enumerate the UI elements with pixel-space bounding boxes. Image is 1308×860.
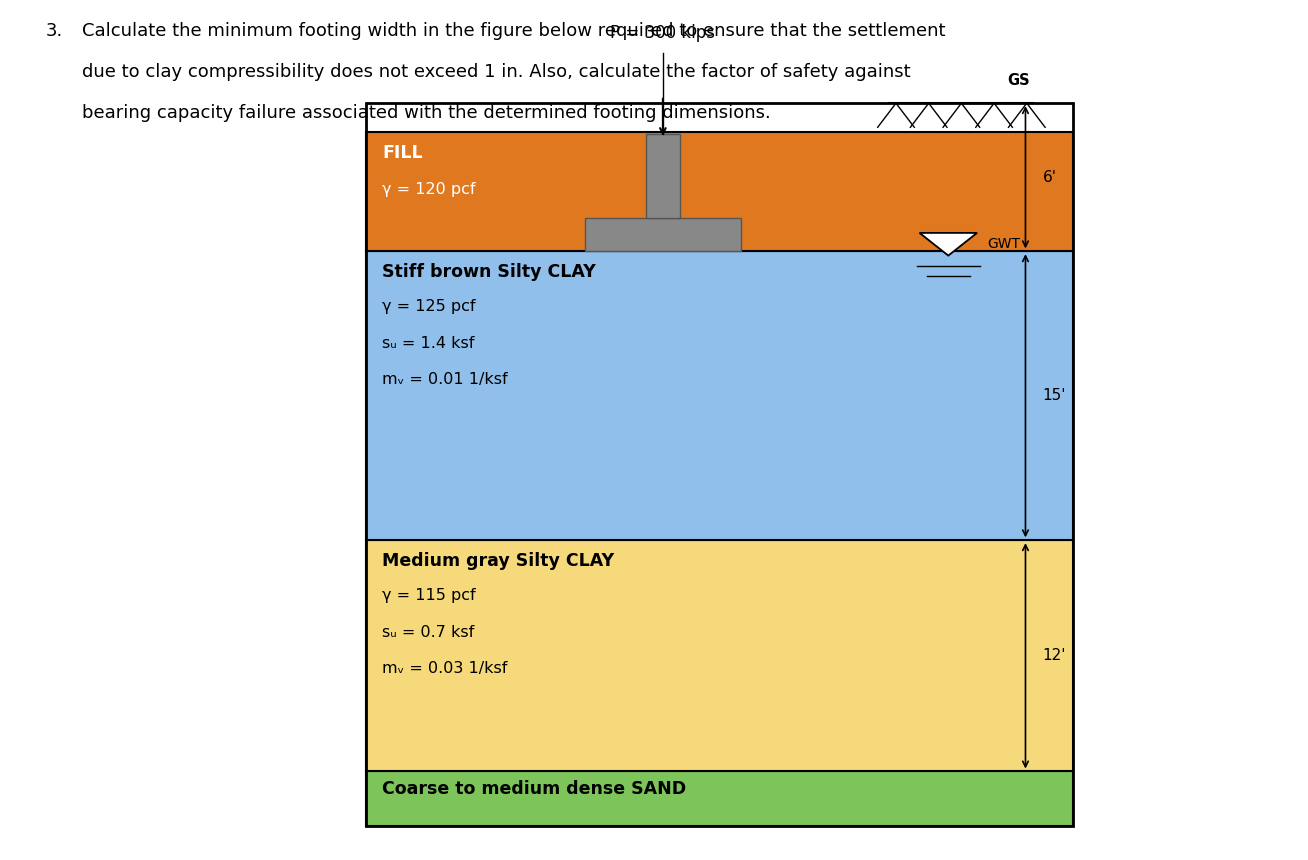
Text: γ = 115 pcf: γ = 115 pcf [382,588,476,604]
Text: γ = 125 pcf: γ = 125 pcf [382,299,475,315]
Text: mᵥ = 0.01 1/ksf: mᵥ = 0.01 1/ksf [382,372,508,387]
Text: sᵤ = 1.4 ksf: sᵤ = 1.4 ksf [382,335,475,351]
Bar [646,134,680,218]
Bar [366,251,1073,540]
Text: 12': 12' [1042,648,1066,663]
Text: Calculate the minimum footing width in the figure below required to ensure that : Calculate the minimum footing width in t… [82,22,946,40]
Text: P = 300 kips: P = 300 kips [611,24,715,42]
Bar [585,218,740,251]
Text: Coarse to medium dense SAND: Coarse to medium dense SAND [382,780,687,798]
Text: due to clay compressibility does not exceed 1 in. Also, calculate the factor of : due to clay compressibility does not exc… [82,63,912,81]
Bar [366,771,1073,826]
Text: mᵥ = 0.03 1/ksf: mᵥ = 0.03 1/ksf [382,660,508,676]
Text: GS: GS [1007,73,1029,88]
Bar [366,132,1073,251]
Text: GWT: GWT [988,237,1020,251]
Text: 3.: 3. [46,22,63,40]
Text: Stiff brown Silty CLAY: Stiff brown Silty CLAY [382,263,595,281]
Bar [366,540,1073,771]
Text: sᵤ = 0.7 ksf: sᵤ = 0.7 ksf [382,624,475,640]
Polygon shape [920,233,977,255]
Bar [366,103,1073,826]
Text: Medium gray Silty CLAY: Medium gray Silty CLAY [382,552,613,570]
Text: γ = 120 pcf: γ = 120 pcf [382,182,475,197]
Text: 15': 15' [1042,388,1066,403]
Text: FILL: FILL [382,144,422,163]
Text: bearing capacity failure associated with the determined footing dimensions.: bearing capacity failure associated with… [82,104,772,122]
Text: 6': 6' [1042,169,1057,185]
